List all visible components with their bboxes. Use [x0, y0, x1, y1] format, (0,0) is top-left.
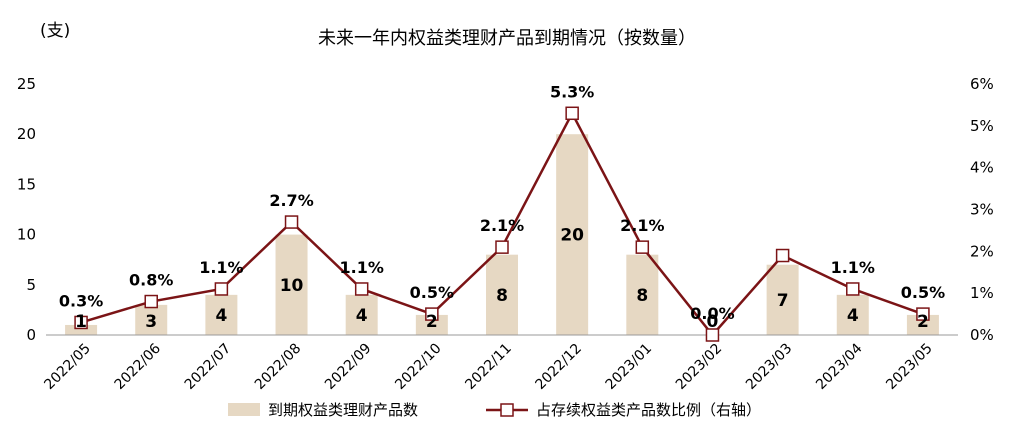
x-axis-ticks: 2022/05 2022/06 2022/07 2022/08 2022/09 2022/… — [41, 340, 935, 393]
right-tick-label: 6% — [970, 75, 994, 93]
line-point — [775, 248, 790, 263]
right-tick-label: 5% — [970, 117, 994, 135]
left-axis-ticks: 0 5 10 15 20 25 — [17, 75, 36, 344]
bar — [275, 234, 308, 335]
x-tick-label: 2022/06 — [112, 340, 165, 393]
bar-data-label: 2 — [917, 312, 929, 332]
bar — [836, 294, 869, 335]
bar-data-label: 4 — [847, 306, 859, 326]
bar-data-label: 10 — [280, 276, 304, 296]
line-data-label: 0.0% — [690, 304, 734, 323]
bar — [415, 314, 448, 335]
bar-data-label: 8 — [636, 286, 648, 306]
x-tick-label: 2023/05 — [883, 341, 935, 393]
x-tick-label: 2022/12 — [533, 341, 585, 393]
line-data-label: 0.5% — [901, 283, 945, 302]
line-point — [144, 294, 158, 309]
left-tick-label: 10 — [17, 226, 36, 244]
bar-data-label: 1 — [75, 312, 87, 332]
legend-label-bar: 到期权益类理财产品数 — [268, 401, 418, 419]
x-tick-label: 2022/11 — [462, 341, 514, 393]
bar — [766, 264, 799, 335]
line-data-label: 0.3% — [59, 291, 103, 310]
line-point — [495, 240, 509, 254]
left-axis-unit: (支) — [40, 21, 70, 41]
left-tick-label: 20 — [17, 125, 36, 143]
bar-data-label: 4 — [215, 306, 227, 326]
line-series — [74, 106, 930, 342]
legend-swatch-marker — [500, 403, 514, 417]
legend-swatch-bar — [228, 403, 260, 416]
line-data-label: 2.1% — [480, 216, 524, 235]
bar-data-label: 7 — [777, 291, 789, 311]
line-point — [284, 215, 299, 229]
bar — [345, 294, 378, 335]
x-tick-label: 2022/05 — [41, 341, 93, 393]
right-tick-label: 1% — [970, 284, 994, 302]
bar-data-label: 8 — [496, 286, 508, 306]
bar — [135, 304, 168, 335]
x-tick-label: 2023/01 — [603, 341, 655, 393]
line-point — [354, 282, 369, 296]
line-data-label: 2.1% — [620, 216, 664, 235]
line-data-label: 0.5% — [410, 283, 454, 302]
right-tick-label: 0% — [970, 326, 994, 344]
bar — [626, 254, 659, 335]
bar-data-label: 2 — [426, 312, 438, 332]
right-tick-label: 3% — [970, 201, 994, 219]
bar-series — [65, 134, 939, 335]
left-tick-label: 15 — [17, 175, 36, 193]
legend: 到期权益类理财产品数 占存续权益类产品数比例（右轴） — [228, 401, 761, 419]
line-point — [846, 282, 860, 296]
line-data-label: 5.3% — [550, 82, 594, 101]
x-tick-label: 2023/04 — [813, 340, 866, 393]
x-tick-label: 2022/10 — [392, 341, 444, 393]
bar-data-label: 20 — [560, 226, 584, 246]
line-point — [425, 307, 439, 321]
left-tick-label: 0 — [26, 326, 36, 344]
legend-label-line: 占存续权益类产品数比例（右轴） — [536, 401, 761, 419]
line-point — [214, 282, 229, 296]
line-data-label: 0.8% — [129, 271, 173, 290]
bar-data-label: 4 — [356, 306, 368, 326]
line-data-label: 1.1% — [831, 258, 875, 277]
left-tick-label: 5 — [26, 276, 36, 294]
bar-data-label: 3 — [145, 312, 157, 332]
right-tick-label: 2% — [970, 242, 994, 260]
line-point — [916, 307, 930, 321]
x-tick-label: 2023/03 — [743, 341, 795, 393]
x-tick-label: 2023/02 — [673, 341, 725, 393]
x-tick-label: 2022/09 — [322, 341, 374, 393]
line-point — [635, 240, 650, 254]
line-data-label: 1.1% — [199, 258, 243, 277]
right-tick-label: 4% — [970, 159, 994, 177]
bar — [906, 314, 939, 335]
left-tick-label: 25 — [17, 75, 36, 93]
bar — [205, 294, 238, 335]
bar — [65, 324, 98, 335]
line-point — [74, 315, 88, 330]
line-point — [565, 106, 579, 121]
bar-data-label: 0 — [707, 312, 719, 332]
bar — [556, 134, 589, 335]
line-data-label: 1.1% — [340, 258, 384, 277]
line-point — [705, 328, 720, 342]
line-data-label: 2.7% — [269, 191, 313, 210]
bar — [486, 254, 518, 335]
line-data-labels: 0.3% 0.8% 1.1% 2.7% 1.1% 0.5% 2.1% 5.3% 2.1% 0.0%… — [59, 82, 945, 323]
x-tick-label: 2022/07 — [182, 341, 234, 393]
right-axis-ticks: 0% 1% 2% 3% 4% 5% 6% — [970, 75, 994, 344]
chart-title: 未来一年内权益类理财产品到期情况（按数量） — [318, 28, 696, 49]
x-tick-label: 2022/08 — [252, 341, 304, 393]
bar-data-labels: 1 3 4 10 4 2 8 20 8 0 7 4 2 — [75, 226, 929, 332]
